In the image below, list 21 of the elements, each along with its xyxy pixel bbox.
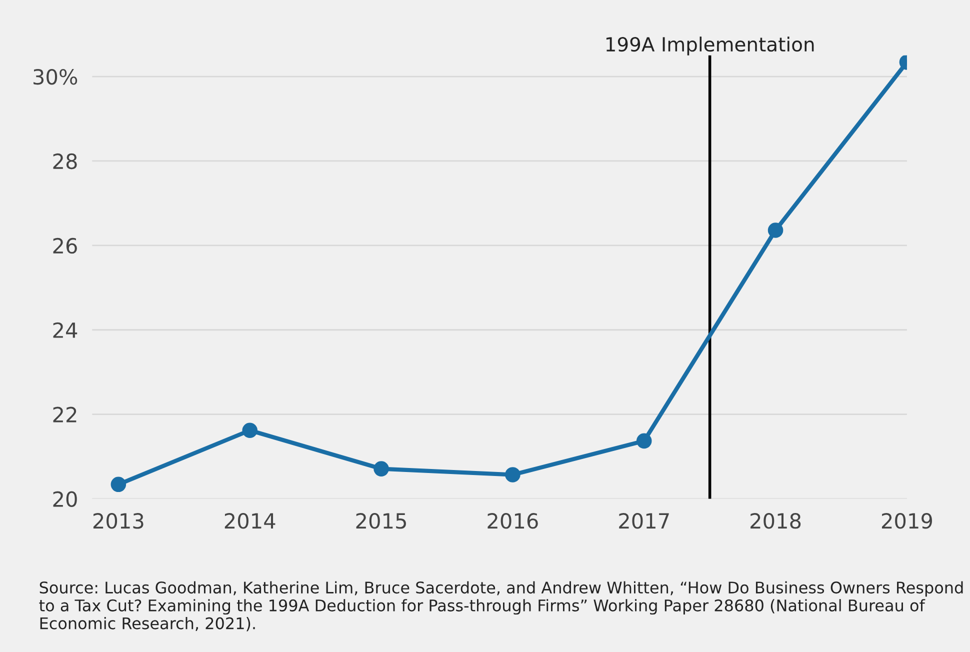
- y-tick-label: 24: [53, 322, 78, 338]
- y-tick-label: 22: [53, 406, 76, 422]
- point: [242, 422, 258, 438]
- point: [505, 467, 520, 482]
- x-tick-label: 2014: [224, 513, 276, 529]
- y-tick-label: 30%: [34, 68, 78, 85]
- ref-line-label: 199A Implementation: [606, 36, 814, 56]
- point: [110, 476, 126, 492]
- point: [636, 433, 652, 449]
- x-tick-label: 2016: [488, 513, 538, 529]
- point: [768, 222, 784, 238]
- y-tick-label: 28: [53, 153, 77, 170]
- y-tick-label: 26: [53, 238, 77, 254]
- x-tick-label: 2015: [356, 513, 406, 529]
- x-tick-label: 2018: [750, 513, 801, 529]
- point: [374, 461, 389, 476]
- source-note: Source: Lucas Goodman, Katherine Lim, Bruce Sacerdote, and Andrew Whitten, “How Do Business Owners Respond to a Tax Cut? Examining the 199A Deduction for Pass-through Firms” Working Paper 28680 (National Bureau of Economic Research, 2021).: [39, 581, 963, 632]
- x-tick-label: 2013: [93, 513, 144, 529]
- y-tick-label: 20: [53, 491, 77, 507]
- x-tick-label: 2017: [619, 513, 669, 529]
- x-tick-label: 2019: [882, 513, 932, 529]
